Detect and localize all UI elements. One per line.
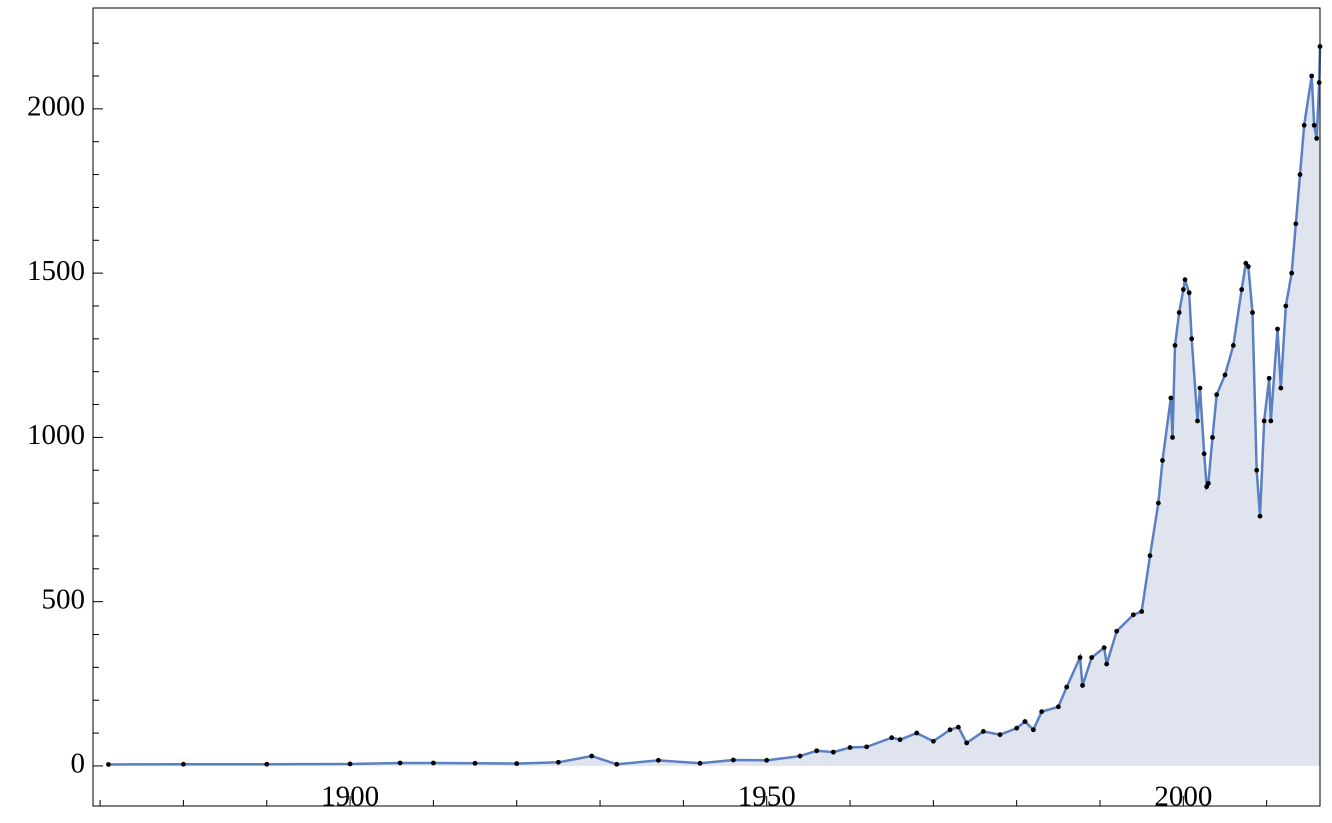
data-point: [764, 757, 770, 763]
data-point: [897, 737, 903, 743]
data-point: [1155, 500, 1161, 506]
data-point: [1257, 513, 1263, 519]
data-point: [1160, 457, 1165, 463]
data-point: [1055, 704, 1061, 710]
data-point: [697, 760, 703, 766]
data-point: [1176, 310, 1182, 315]
data-point: [1089, 655, 1095, 660]
data-point: [1243, 260, 1249, 266]
data-point: [589, 753, 595, 759]
frame: [92, 7, 1321, 807]
data-point: [1189, 336, 1195, 342]
data-point: [1170, 434, 1175, 440]
data-point: [1197, 385, 1203, 391]
y-tick-label: 1500: [27, 255, 85, 287]
data-point: [1314, 136, 1320, 141]
data-point: [1077, 655, 1083, 660]
data-point: [830, 749, 836, 755]
data-point: [655, 757, 661, 763]
data-point: [964, 740, 970, 746]
data-point: [1186, 290, 1192, 296]
data-point: [797, 753, 803, 759]
data-point: [1195, 418, 1200, 424]
data-point: [1039, 709, 1045, 715]
data-point: [181, 761, 186, 767]
data-point: [955, 724, 961, 730]
data-point: [930, 738, 936, 744]
data-point: [1301, 122, 1307, 128]
data-point: [864, 744, 870, 750]
data-point: [555, 759, 561, 765]
data-point: [914, 730, 920, 736]
data-point: [514, 761, 520, 767]
data-point: [1205, 480, 1211, 486]
data-point: [1022, 719, 1028, 724]
data-point: [1182, 277, 1188, 283]
data-point: [472, 760, 478, 766]
data-point: [1297, 172, 1303, 177]
data-point: [1250, 310, 1255, 315]
data-point: [1080, 683, 1085, 688]
data-point: [1316, 80, 1322, 85]
data-point: [1309, 73, 1315, 79]
area-fill: [108, 46, 1320, 766]
data-point: [980, 729, 986, 734]
data-point: [1064, 684, 1070, 690]
x-tick-label: 1900: [321, 781, 379, 813]
data-point: [997, 732, 1003, 738]
data-point: [1293, 221, 1299, 227]
data-point: [1275, 326, 1280, 332]
data-point: [814, 748, 820, 754]
data-point: [730, 757, 736, 763]
data-point: [264, 761, 270, 767]
data-point: [1311, 122, 1317, 128]
data-point: [1245, 264, 1251, 269]
data-point: [1254, 467, 1260, 473]
data-point: [1168, 395, 1174, 401]
data-point: [1139, 609, 1145, 614]
data-point: [1268, 418, 1274, 424]
data-point: [1266, 375, 1272, 381]
data-point: [1222, 372, 1228, 378]
data-point: [1030, 727, 1036, 733]
data-point: [1172, 343, 1178, 348]
data-point: [1210, 434, 1215, 440]
series-line: [108, 46, 1322, 766]
data-point: [1201, 451, 1207, 457]
x-tick-label: 1950: [738, 781, 796, 813]
data-point: [847, 745, 853, 750]
data-point: [347, 761, 353, 767]
data-point: [1114, 628, 1120, 634]
data-point: [106, 762, 111, 767]
data-point: [397, 760, 403, 766]
y-tick-label: 0: [71, 748, 86, 780]
data-point: [1261, 418, 1267, 424]
data-point: [947, 727, 953, 733]
data-point: [1101, 645, 1107, 651]
data-point: [1283, 303, 1289, 309]
data-point: [1014, 725, 1020, 731]
data-point: [430, 760, 436, 766]
data-point: [1214, 392, 1220, 398]
data-point: [1130, 612, 1136, 618]
data-point: [1180, 287, 1186, 292]
data-point: [1289, 270, 1295, 276]
y-tick-label: 2000: [27, 91, 85, 123]
data-point: [614, 761, 620, 767]
data-point: [1104, 661, 1110, 667]
data-point: [1239, 287, 1245, 292]
data-point: [889, 735, 895, 741]
data-point: [1278, 385, 1284, 391]
x-tick-label: 2000: [1154, 781, 1212, 813]
y-tick-label: 1000: [27, 419, 85, 451]
y-tick-label: 500: [42, 583, 86, 615]
data-point: [1147, 553, 1153, 559]
data-point: [1230, 343, 1236, 348]
